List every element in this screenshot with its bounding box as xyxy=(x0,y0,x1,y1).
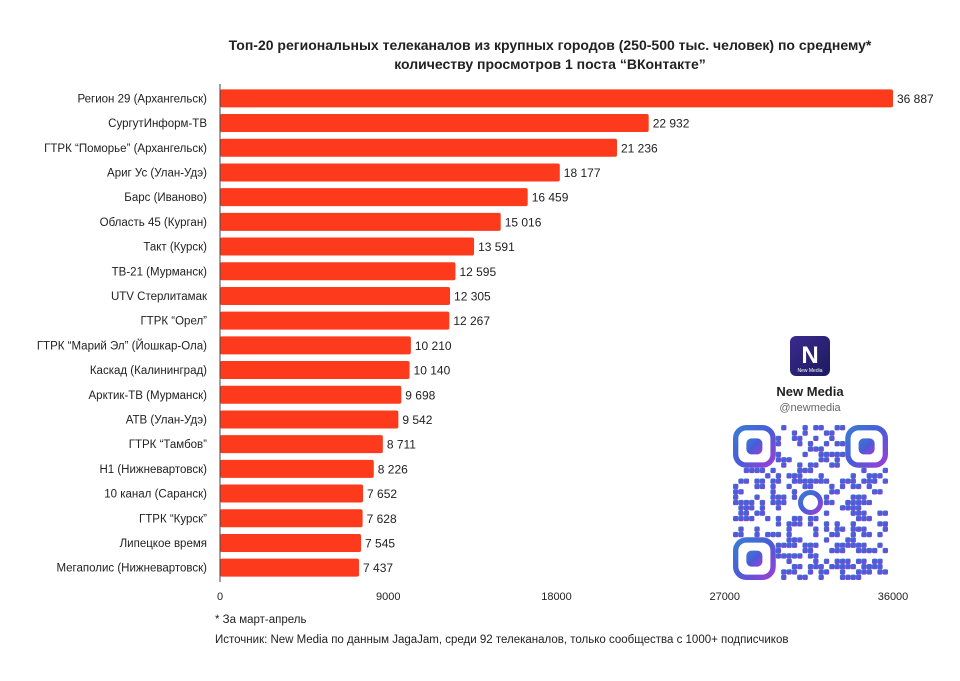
value-label-14: 8 711 xyxy=(387,438,416,452)
x-tick-label-0: 0 xyxy=(217,591,223,603)
value-labels-layer: 36 887 22 932 21 236 18 177 16 459 15 016 13 5… xyxy=(363,92,934,575)
category-label-6: Такт (Курск) xyxy=(143,242,207,254)
value-label-15: 8 226 xyxy=(378,462,408,476)
value-label-17: 7 628 xyxy=(367,512,397,526)
logo-letter: N xyxy=(801,342,819,369)
brand-block: N New Media New Media @newmedia xyxy=(730,336,890,414)
category-label-19: Мегаполис (Нижневартовск) xyxy=(56,563,207,575)
category-label-5: Область 45 (Курган) xyxy=(100,217,208,229)
value-label-2: 21 236 xyxy=(621,141,658,155)
value-label-12: 9 698 xyxy=(405,388,435,402)
chart-title: Топ-20 региональных телеканалов из крупн… xyxy=(200,36,900,74)
bar-18 xyxy=(220,533,362,552)
bar-17 xyxy=(220,509,363,528)
category-label-15: Н1 (Нижневартовск) xyxy=(99,464,207,476)
bar-0 xyxy=(220,89,893,108)
source-note: Источник: New Media по данным JagaJam, с… xyxy=(215,634,789,646)
value-label-4: 16 459 xyxy=(532,191,569,205)
category-labels-layer: Регион 29 (Архангельск) СургутИнформ-ТВ ГТ… xyxy=(37,93,208,574)
category-label-13: АТВ (Улан-Удэ) xyxy=(126,414,207,426)
value-label-3: 18 177 xyxy=(564,166,601,180)
bars-layer xyxy=(220,89,893,577)
x-tick-label-3: 27000 xyxy=(709,591,740,603)
bar-7 xyxy=(220,262,456,281)
category-label-10: ГТРК “Марий Эл” (Йошкар-Ола) xyxy=(37,339,207,352)
value-label-6: 13 591 xyxy=(478,240,515,254)
bar-4 xyxy=(220,188,528,207)
bar-16 xyxy=(220,484,364,503)
value-label-8: 12 305 xyxy=(454,289,491,303)
new-media-logo-icon: N New Media xyxy=(790,336,830,376)
bar-11 xyxy=(220,361,410,380)
bar-8 xyxy=(220,286,451,305)
category-label-4: Барс (Иваново) xyxy=(124,192,207,204)
category-label-7: ТВ-21 (Мурманск) xyxy=(112,266,208,278)
category-label-9: ГТРК “Орел” xyxy=(140,316,207,328)
bar-14 xyxy=(220,435,383,454)
category-label-0: Регион 29 (Архангельск) xyxy=(77,93,207,105)
x-axis: 0 9000 18000 27000 36000 xyxy=(217,84,908,603)
value-label-10: 10 210 xyxy=(415,339,452,353)
value-label-0: 36 887 xyxy=(897,92,934,106)
category-label-8: UTV Стерлитамак xyxy=(111,291,208,303)
category-label-1: СургутИнформ-ТВ xyxy=(108,118,207,130)
value-label-18: 7 545 xyxy=(365,536,395,550)
bar-15 xyxy=(220,459,374,478)
logo-subtext: New Media xyxy=(797,368,823,374)
bar-19 xyxy=(220,558,360,577)
value-label-9: 12 267 xyxy=(453,314,490,328)
value-label-11: 10 140 xyxy=(414,364,451,378)
bar-1 xyxy=(220,114,649,133)
category-label-16: 10 канал (Саранск) xyxy=(104,489,207,501)
value-label-7: 12 595 xyxy=(459,265,496,279)
value-label-19: 7 437 xyxy=(363,561,393,575)
x-tick-label-4: 36000 xyxy=(878,591,909,603)
category-label-2: ГТРК “Поморье” (Архангельск) xyxy=(44,143,207,155)
value-label-1: 22 932 xyxy=(653,117,690,131)
value-label-5: 15 016 xyxy=(505,215,542,229)
category-label-17: ГТРК “Курск” xyxy=(139,513,207,525)
bar-13 xyxy=(220,410,399,429)
category-label-18: Липецкое время xyxy=(120,538,207,550)
bar-5 xyxy=(220,212,501,231)
value-label-13: 9 542 xyxy=(402,413,432,427)
category-label-3: Ариг Ус (Улан-Удэ) xyxy=(107,167,207,179)
brand-handle: @newmedia xyxy=(779,402,841,414)
x-tick-label-1: 9000 xyxy=(376,591,400,603)
bar-2 xyxy=(220,138,617,157)
chart-title-line2: количеству просмотров 1 поста “ВКонтакте… xyxy=(394,56,706,72)
footnote: * За март-апрель xyxy=(215,614,307,626)
category-label-11: Каскад (Калининград) xyxy=(90,365,207,377)
category-label-14: ГТРК “Тамбов” xyxy=(129,439,207,451)
x-tick-label-2: 18000 xyxy=(541,591,572,603)
bar-10 xyxy=(220,336,411,355)
qr-code-icon xyxy=(733,425,888,580)
bar-9 xyxy=(220,311,450,330)
bar-3 xyxy=(220,163,560,182)
bar-12 xyxy=(220,385,402,404)
category-label-12: Арктик-ТВ (Мурманск) xyxy=(89,390,208,402)
chart-title-line1: Топ-20 региональных телеканалов из крупн… xyxy=(228,37,872,53)
bar-6 xyxy=(220,237,475,256)
value-label-16: 7 652 xyxy=(367,487,397,501)
brand-name: New Media xyxy=(776,384,844,399)
